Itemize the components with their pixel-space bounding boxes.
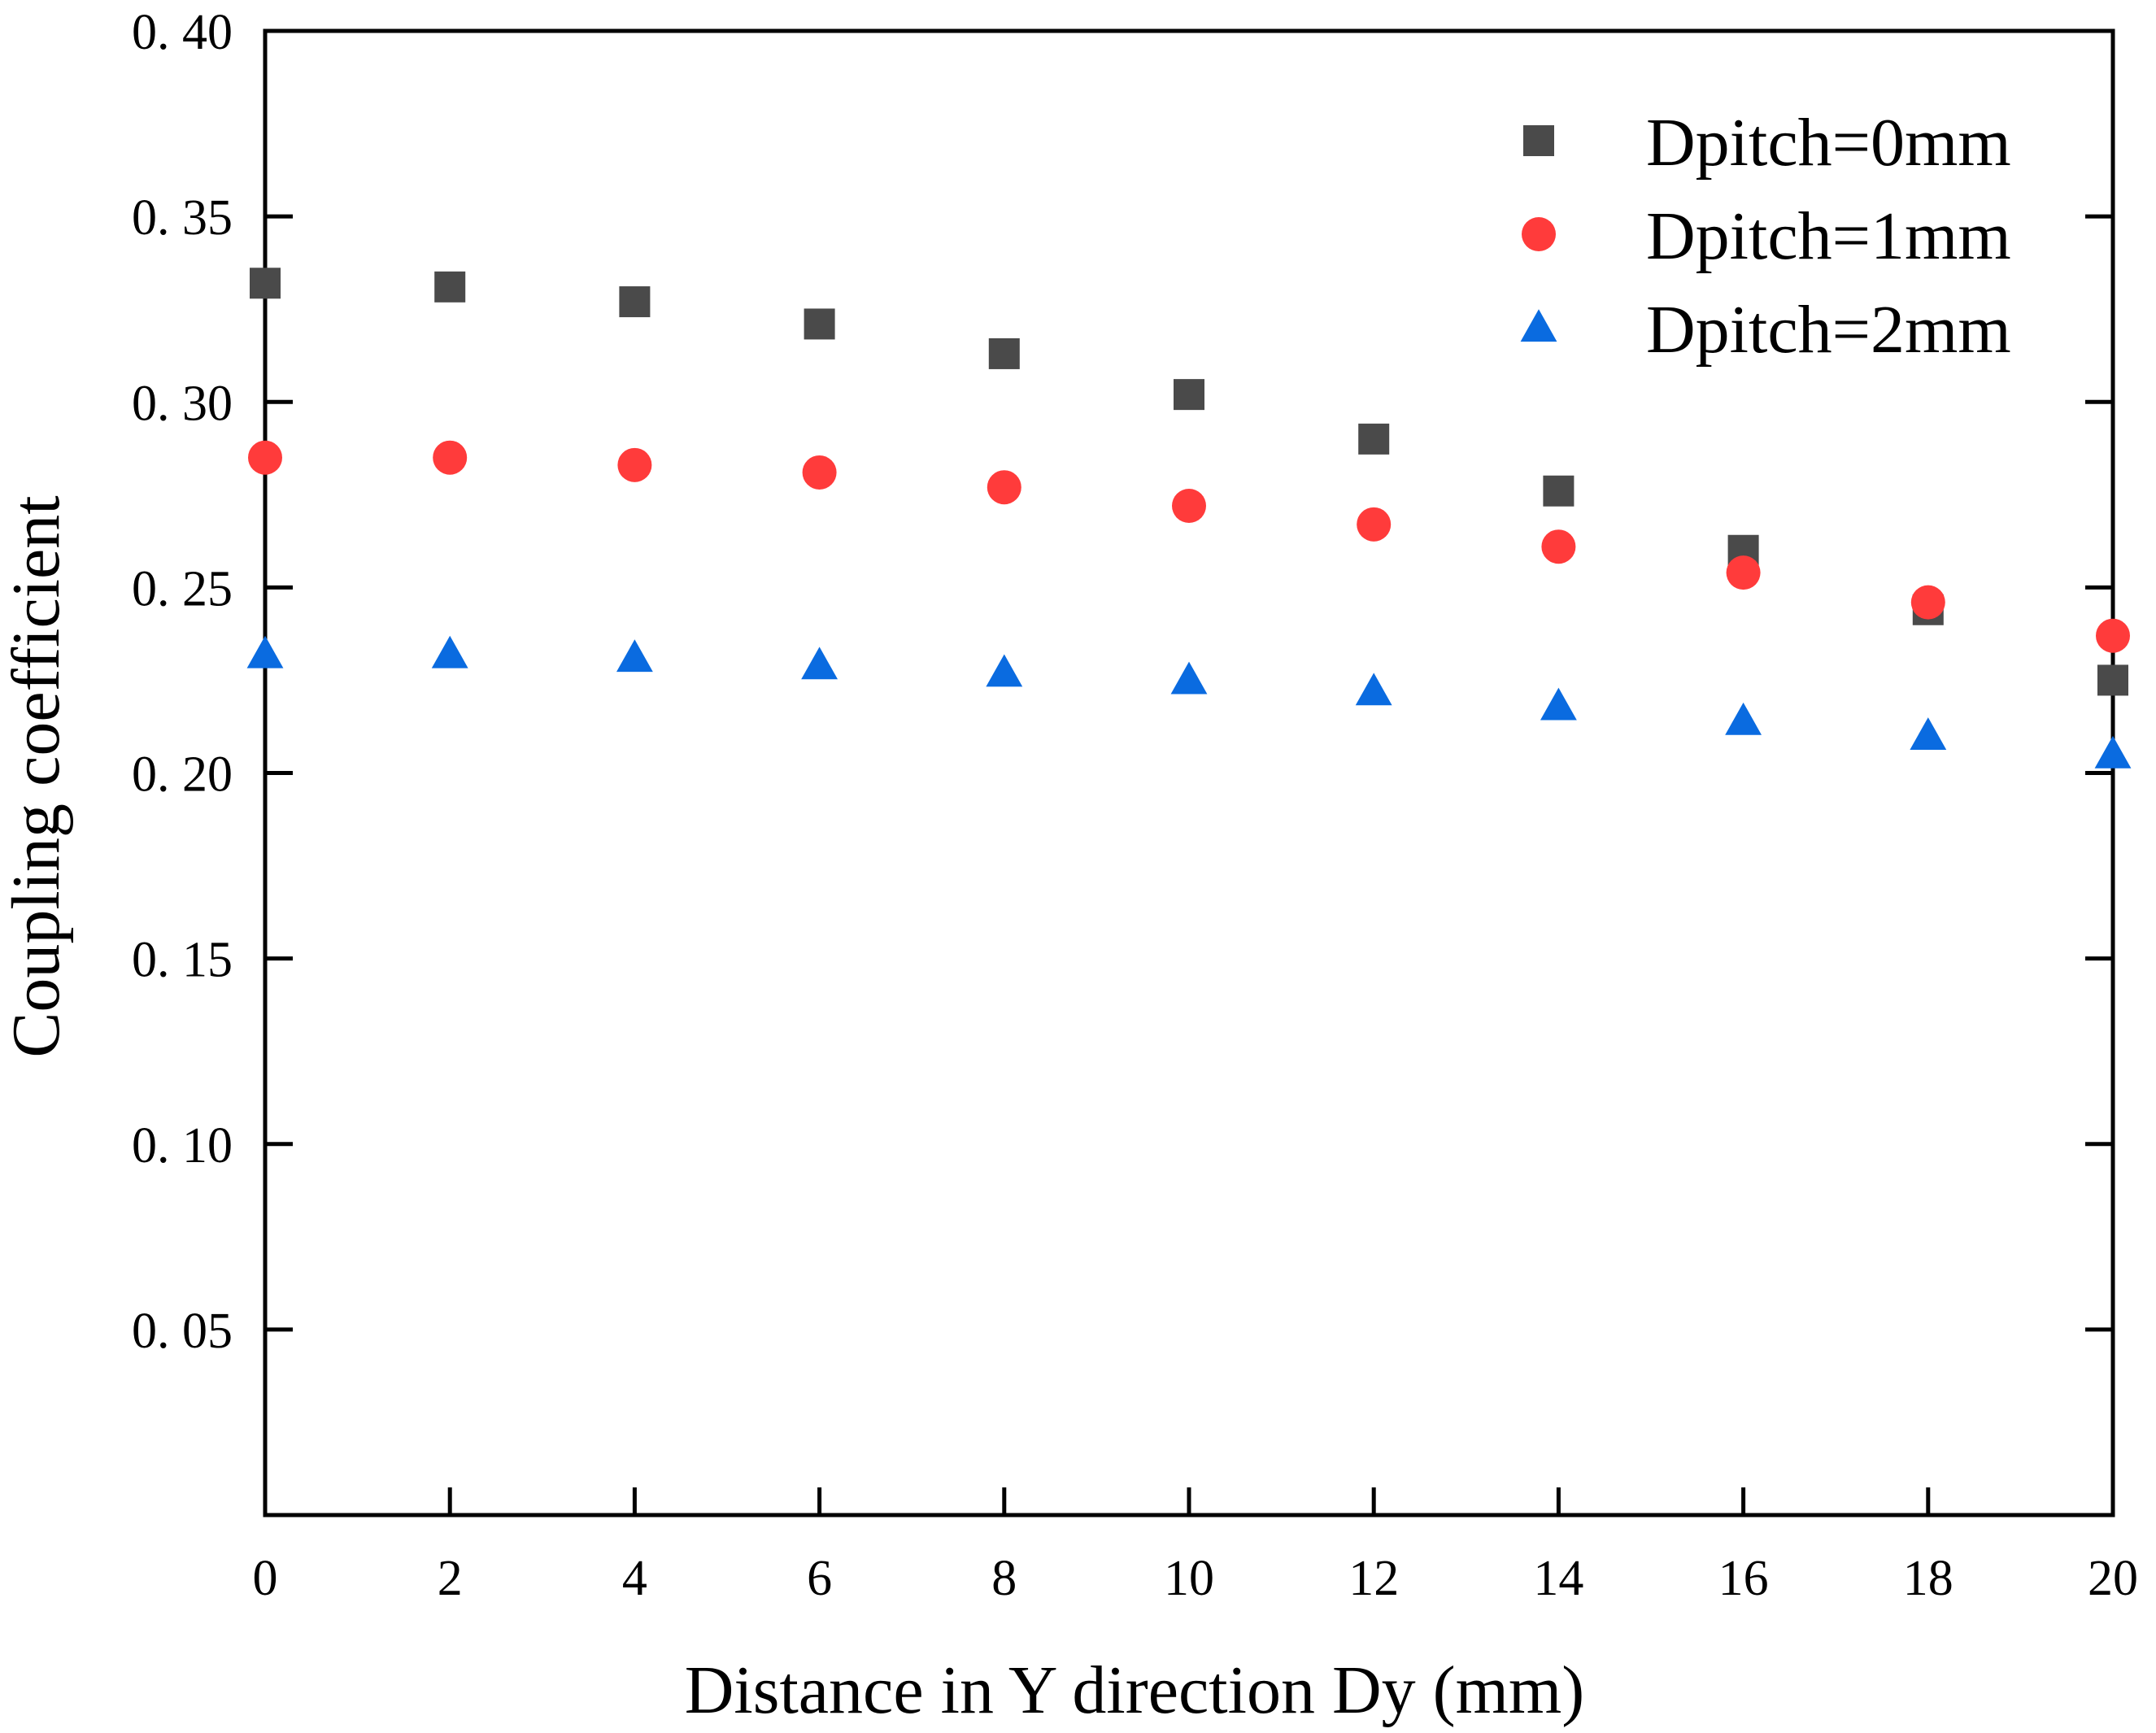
y-tick-label: 0. 20 bbox=[132, 747, 233, 803]
data-point-circle bbox=[1172, 489, 1206, 523]
y-tick-label: 0. 25 bbox=[132, 561, 233, 616]
y-tick-label: 0. 35 bbox=[132, 190, 233, 246]
data-point-circle bbox=[433, 440, 468, 475]
data-point-circle bbox=[987, 470, 1021, 505]
data-point-triangle bbox=[616, 639, 653, 673]
y-tick-label: 0. 15 bbox=[132, 933, 233, 988]
x-tick-label: 16 bbox=[1718, 1551, 1769, 1606]
axis-ticks: 0 2 4 6 8 10 12 14 16 18 20 0. 05 0. 10 0. 15 0. 20 0. … bbox=[132, 5, 2138, 1606]
x-tick-label: 0 bbox=[253, 1551, 278, 1606]
legend-marker-triangle bbox=[1520, 309, 1557, 342]
data-point-square bbox=[988, 337, 1020, 369]
x-tick-label: 14 bbox=[1533, 1551, 1583, 1606]
x-tick-label: 18 bbox=[1903, 1551, 1953, 1606]
x-tick-label: 20 bbox=[2088, 1551, 2138, 1606]
data-point-circle bbox=[617, 447, 652, 482]
data-point-triangle bbox=[801, 647, 838, 680]
data-point-circle bbox=[2096, 618, 2130, 653]
legend-label: Dpitch=0mm bbox=[1646, 105, 2011, 181]
series-circle bbox=[248, 440, 2130, 653]
legend-label: Dpitch=1mm bbox=[1646, 198, 2011, 274]
data-point-circle bbox=[1726, 555, 1761, 590]
x-tick-label: 12 bbox=[1348, 1551, 1399, 1606]
data-point-circle bbox=[248, 440, 282, 475]
y-tick-label: 0. 10 bbox=[132, 1118, 233, 1173]
data-point-square bbox=[1358, 423, 1390, 455]
data-point-square bbox=[619, 286, 651, 318]
series-triangle bbox=[246, 635, 2132, 769]
data-point-triangle bbox=[986, 654, 1023, 687]
x-tick-label: 8 bbox=[991, 1551, 1017, 1606]
series-square bbox=[250, 268, 2128, 696]
legend-label: Dpitch=2mm bbox=[1646, 292, 2011, 368]
data-point-circle bbox=[1910, 585, 1945, 620]
data-point-triangle bbox=[1725, 702, 1762, 735]
data-point-triangle bbox=[1355, 673, 1392, 706]
x-tick-label: 4 bbox=[622, 1551, 647, 1606]
data-point-square bbox=[1174, 379, 1204, 411]
x-tick-label: 6 bbox=[807, 1551, 832, 1606]
data-point-triangle bbox=[246, 635, 284, 668]
y-tick-label: 0. 30 bbox=[132, 376, 233, 431]
data-point-square bbox=[2097, 664, 2128, 696]
legend: Dpitch=0mm Dpitch=1mm Dpitch=2mm bbox=[1520, 105, 2011, 368]
legend-marker-square bbox=[1523, 125, 1554, 156]
data-point-triangle bbox=[1540, 687, 1577, 721]
data-point-circle bbox=[1541, 529, 1576, 564]
data-point-square bbox=[250, 268, 281, 299]
legend-marker-circle bbox=[1522, 217, 1556, 251]
y-axis-title: Coupling coefficient bbox=[0, 495, 74, 1057]
data-point-triangle bbox=[431, 635, 468, 668]
data-point-square bbox=[434, 271, 466, 303]
data-points bbox=[246, 268, 2132, 769]
x-tick-label: 2 bbox=[438, 1551, 463, 1606]
data-point-square bbox=[804, 308, 835, 340]
y-tick-label: 0. 05 bbox=[132, 1304, 233, 1359]
data-point-triangle bbox=[1910, 717, 1947, 750]
data-point-circle bbox=[802, 455, 837, 490]
y-tick-label: 0. 40 bbox=[132, 5, 233, 60]
x-axis-title: Distance in Y direction Dy (mm) bbox=[685, 1652, 1584, 1728]
data-point-triangle bbox=[2094, 735, 2132, 769]
x-tick-label: 10 bbox=[1164, 1551, 1214, 1606]
data-point-square bbox=[1543, 475, 1575, 507]
data-point-circle bbox=[1357, 507, 1392, 542]
data-point-triangle bbox=[1170, 661, 1208, 695]
